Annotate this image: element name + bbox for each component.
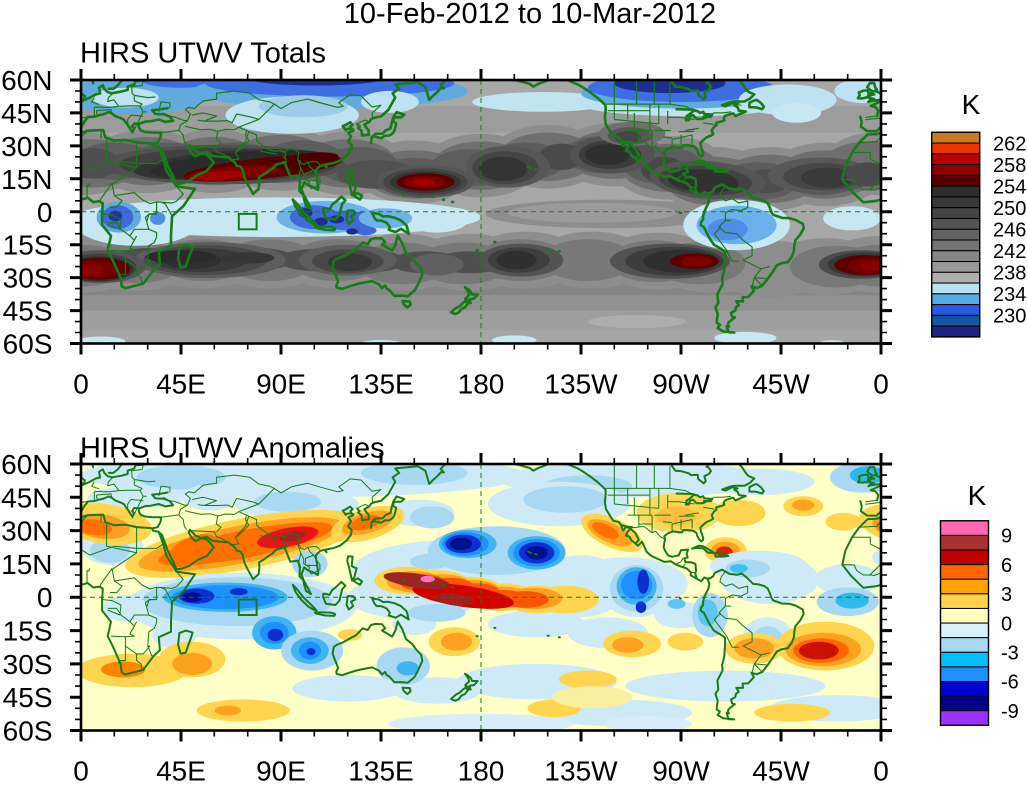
- svg-text:-9: -9: [1001, 701, 1019, 723]
- svg-text:30N: 30N: [1, 131, 52, 162]
- svg-text:0: 0: [873, 756, 889, 785]
- svg-text:45S: 45S: [3, 682, 53, 713]
- svg-text:262: 262: [993, 133, 1026, 155]
- svg-text:90W: 90W: [652, 756, 710, 785]
- svg-text:258: 258: [993, 155, 1026, 177]
- svg-text:-6: -6: [1001, 672, 1019, 694]
- svg-text:60S: 60S: [3, 716, 53, 747]
- svg-text:45W: 45W: [752, 369, 810, 400]
- svg-text:250: 250: [993, 198, 1026, 220]
- svg-text:254: 254: [993, 176, 1026, 198]
- svg-text:135E: 135E: [348, 756, 413, 785]
- svg-text:K: K: [968, 480, 987, 511]
- svg-text:9: 9: [1001, 526, 1012, 548]
- svg-text:0: 0: [873, 369, 889, 400]
- svg-text:60S: 60S: [3, 329, 53, 360]
- svg-text:135W: 135W: [544, 756, 618, 785]
- svg-text:45S: 45S: [3, 296, 53, 327]
- svg-text:HIRS UTWV Anomalies: HIRS UTWV Anomalies: [80, 433, 385, 465]
- svg-text:45E: 45E: [156, 756, 206, 785]
- svg-text:180: 180: [458, 756, 505, 785]
- svg-text:30S: 30S: [3, 649, 53, 680]
- svg-text:60N: 60N: [1, 449, 52, 480]
- svg-text:K: K: [962, 89, 981, 120]
- svg-text:3: 3: [1001, 584, 1012, 606]
- svg-text:15N: 15N: [1, 549, 52, 580]
- svg-text:135E: 135E: [348, 369, 413, 400]
- svg-text:0: 0: [73, 369, 89, 400]
- svg-text:15S: 15S: [3, 616, 53, 647]
- svg-text:HIRS UTWV Totals: HIRS UTWV Totals: [80, 38, 326, 70]
- svg-text:10-Feb-2012 to 10-Mar-2012: 10-Feb-2012 to 10-Mar-2012: [344, 0, 716, 30]
- svg-text:0: 0: [37, 197, 53, 228]
- svg-text:45N: 45N: [1, 98, 52, 129]
- svg-text:90E: 90E: [256, 756, 306, 785]
- svg-text:135W: 135W: [544, 369, 618, 400]
- svg-text:15N: 15N: [1, 164, 52, 195]
- svg-text:15S: 15S: [3, 230, 53, 261]
- svg-text:242: 242: [993, 241, 1026, 263]
- svg-text:234: 234: [993, 284, 1026, 306]
- svg-text:-3: -3: [1001, 643, 1019, 665]
- svg-text:246: 246: [993, 219, 1026, 241]
- svg-text:30S: 30S: [3, 263, 53, 294]
- svg-text:6: 6: [1001, 555, 1012, 577]
- svg-text:238: 238: [993, 263, 1026, 285]
- svg-text:90E: 90E: [256, 369, 306, 400]
- svg-text:0: 0: [1001, 613, 1012, 635]
- svg-text:45E: 45E: [156, 369, 206, 400]
- svg-text:45W: 45W: [752, 756, 810, 785]
- svg-text:0: 0: [37, 582, 53, 613]
- svg-text:230: 230: [993, 306, 1026, 328]
- svg-text:30N: 30N: [1, 516, 52, 547]
- svg-text:60N: 60N: [1, 65, 52, 96]
- svg-text:90W: 90W: [652, 369, 710, 400]
- svg-text:180: 180: [458, 369, 505, 400]
- svg-text:45N: 45N: [1, 482, 52, 513]
- svg-text:0: 0: [73, 756, 89, 785]
